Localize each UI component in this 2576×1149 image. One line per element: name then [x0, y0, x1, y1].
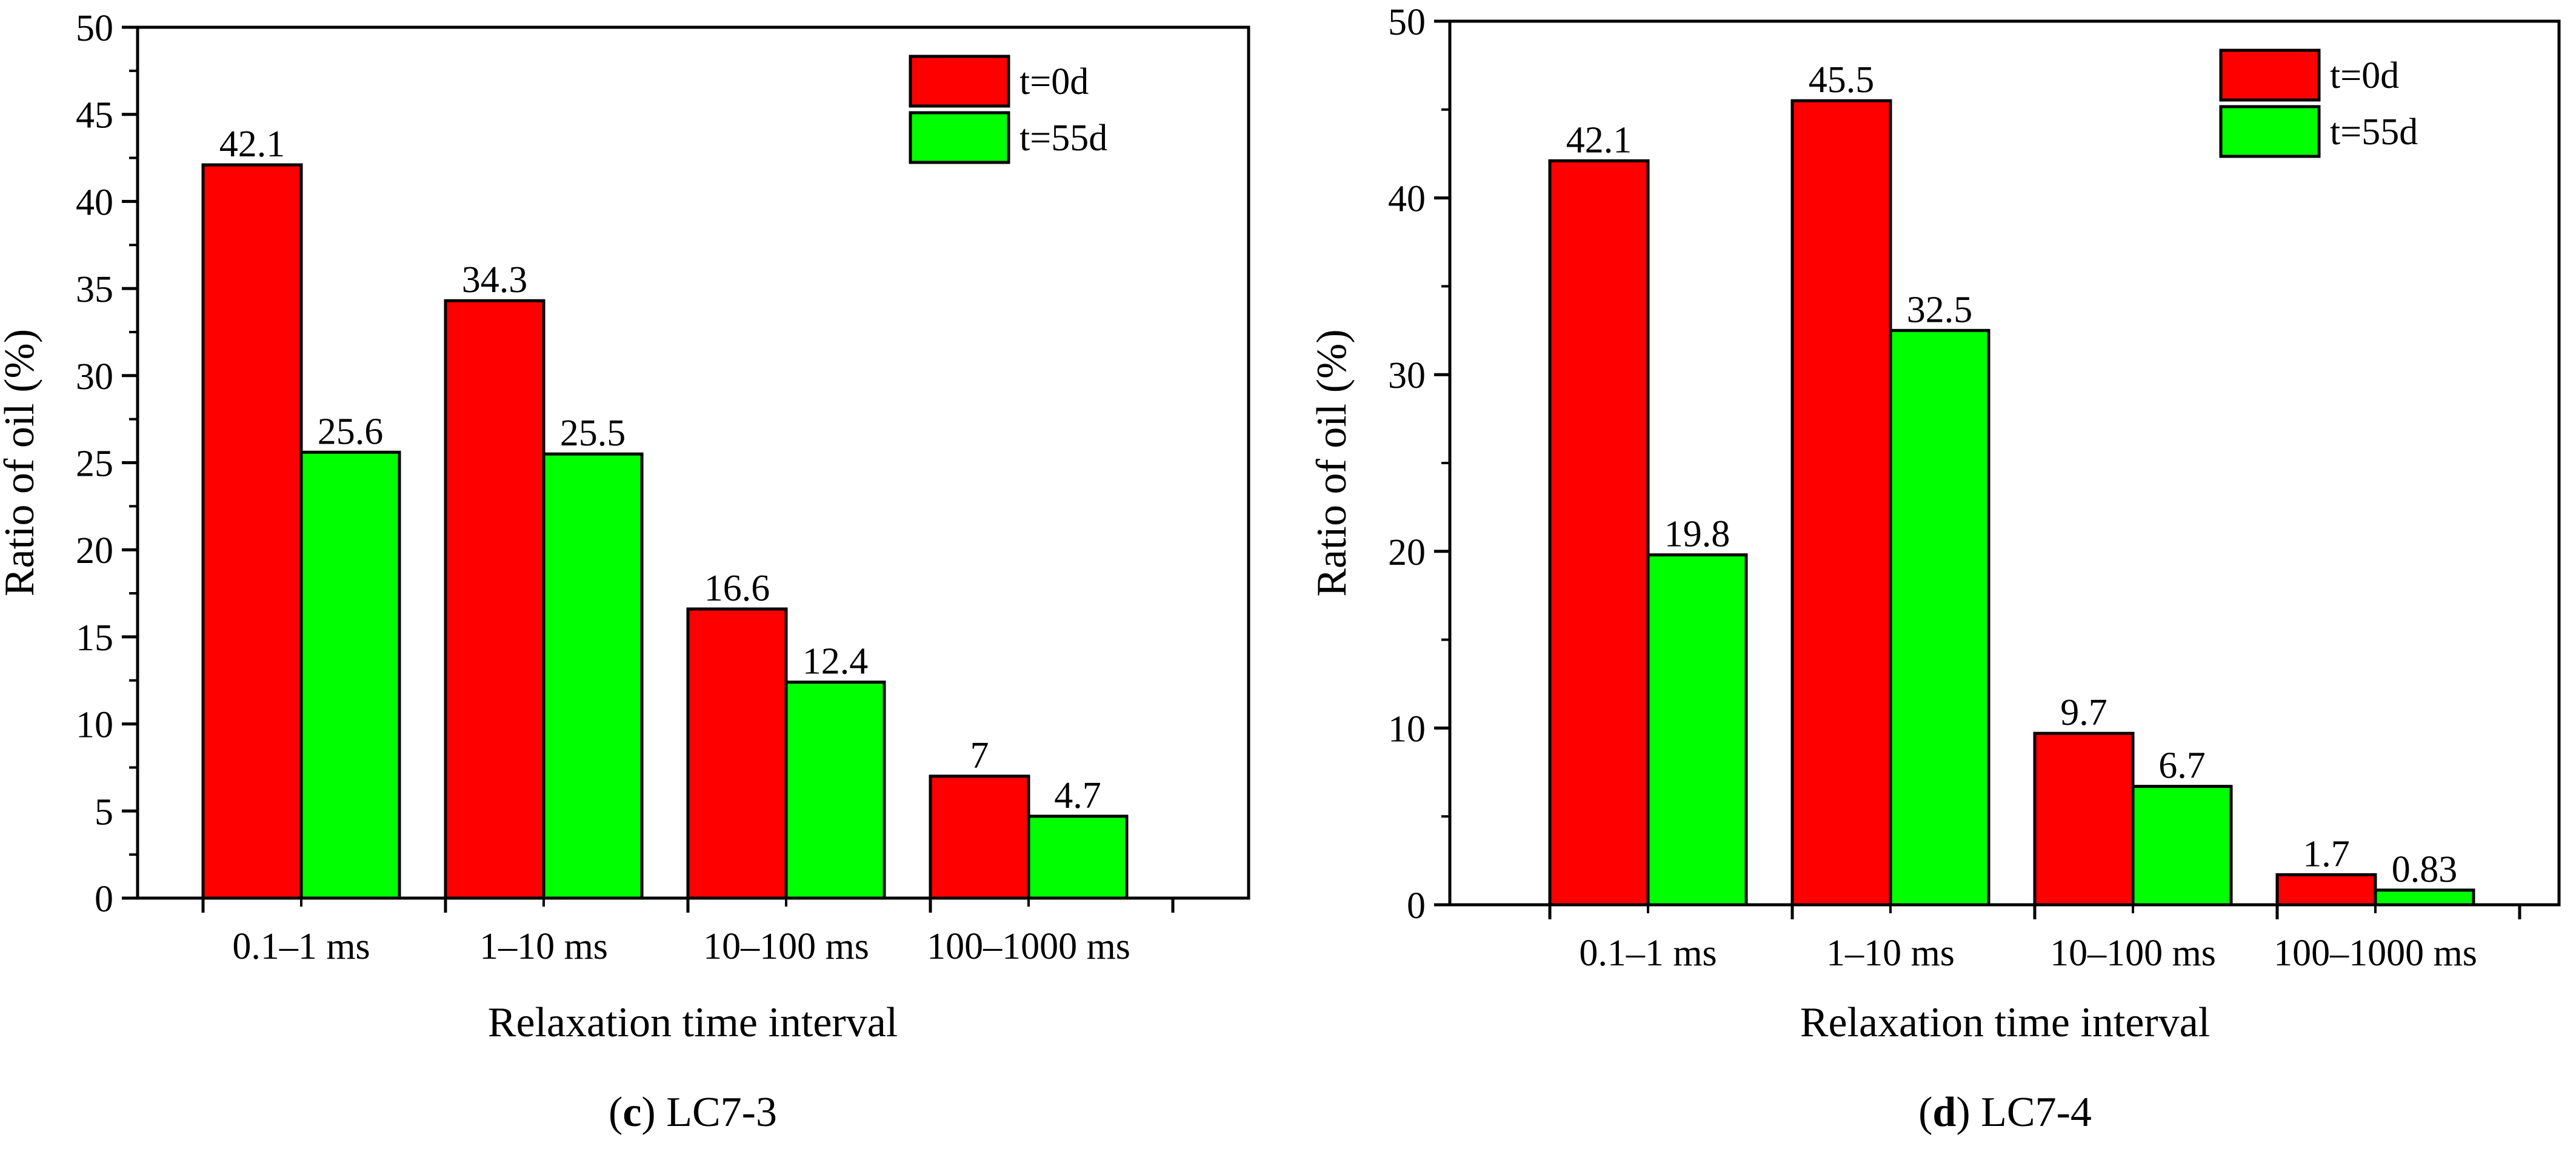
x-tick-label: 1–10 ms: [1826, 933, 1955, 974]
bar-value-label: 7: [970, 735, 989, 776]
caption-paren-close: ): [1956, 1089, 1981, 1136]
x-tick-label: 0.1–1 ms: [232, 926, 370, 967]
bar-t0d: [1548, 159, 1650, 907]
legend-swatch-t0d: [2219, 48, 2321, 102]
caption-sample-name: LC7-4: [1981, 1089, 2092, 1136]
x-tick-label: 100–1000 ms: [2274, 933, 2477, 974]
y-tick-label: 25: [76, 444, 113, 485]
caption-letter: d: [1932, 1089, 1956, 1136]
bar-value-label: 32.5: [1907, 289, 1973, 330]
legend-label: t=0d: [2330, 55, 2399, 96]
bar-value-label: 0.83: [2392, 849, 2458, 890]
caption-letter: c: [622, 1089, 641, 1136]
bar-value-label: 6.7: [2158, 745, 2206, 787]
x-tick-label: 100–1000 ms: [927, 926, 1130, 967]
bar-value-label: 1.7: [2303, 833, 2350, 874]
bar-value-label: 45.5: [1809, 59, 1875, 101]
bar-value-label: 42.1: [1566, 119, 1632, 161]
x-tick-label: 10–100 ms: [703, 926, 869, 967]
bar-value-label: 25.5: [560, 413, 626, 454]
y-tick-label: 10: [1388, 708, 1426, 750]
legend-label: t=0d: [1019, 61, 1089, 102]
caption-paren-close: ): [641, 1089, 666, 1136]
bar-t55d: [1027, 814, 1129, 900]
y-tick-label: 20: [76, 530, 113, 571]
caption-sample-name: LC7-3: [666, 1089, 777, 1136]
bar-value-label: 34.3: [462, 259, 528, 301]
panel-caption: (d) LC7-4: [1918, 1089, 2092, 1136]
y-tick-label: 0: [95, 879, 113, 920]
panel-caption: (c) LC7-3: [609, 1089, 777, 1136]
bar-value-label: 16.6: [704, 568, 770, 609]
bar-value-label: 4.7: [1054, 775, 1101, 816]
y-tick-label: 40: [1388, 179, 1426, 220]
bar-value-label: 42.1: [219, 124, 285, 165]
bar-t55d: [299, 450, 401, 900]
bar-t55d: [2131, 785, 2233, 907]
y-tick-label: 20: [1388, 532, 1426, 573]
bar-t55d: [784, 681, 886, 900]
bar-t0d: [686, 607, 788, 900]
y-tick-label: 5: [95, 791, 113, 833]
legend-swatch-t55d: [2219, 105, 2321, 158]
x-tick-label: 0.1–1 ms: [1579, 933, 1717, 974]
bar-t0d: [1790, 99, 1892, 907]
y-tick-label: 0: [1407, 885, 1426, 927]
bar-t0d: [444, 299, 546, 900]
y-tick-label: 30: [1388, 355, 1426, 396]
bar-t0d: [929, 774, 1030, 900]
x-tick-label: 1–10 ms: [479, 926, 608, 967]
caption-paren-open: (: [609, 1089, 622, 1136]
bar-t55d: [542, 452, 644, 900]
x-tick-label: 10–100 ms: [2050, 933, 2216, 974]
bar-t55d: [1889, 328, 1990, 907]
y-tick-label: 50: [76, 8, 113, 49]
chart-panel-d: 0 10 20 30 40 50 0.1–1 ms 1–10 ms 10–100 ms 100–1…: [1309, 2, 2561, 1136]
bar-t55d: [1646, 553, 1748, 907]
x-axis-title: Relaxation time interval: [488, 999, 898, 1046]
x-axis-title: Relaxation time interval: [1800, 999, 2210, 1046]
legend-label: t=55d: [2330, 112, 2418, 153]
bar-t55d: [2374, 888, 2475, 907]
bar-value-label: 12.4: [802, 641, 869, 682]
y-tick-label: 45: [76, 95, 113, 136]
bar-value-label: 9.7: [2060, 692, 2107, 733]
legend-label: t=55d: [1019, 118, 1107, 159]
bar-t0d: [2033, 731, 2135, 907]
bar-value-label: 19.8: [1664, 514, 1730, 555]
bar-value-label: 25.6: [318, 411, 384, 452]
bar-t0d: [201, 163, 303, 900]
y-axis-title: Ratio of oil (%): [1309, 329, 1355, 596]
y-tick-label: 15: [76, 618, 113, 659]
chart-panel-c: 0 5 10 15 20 25 30 35 40 45 50 0.1–1 ms 1–10 ms 10–10…: [0, 8, 1250, 1136]
y-axis-title: Ratio of oil (%): [0, 329, 43, 596]
legend-swatch-t0d: [909, 55, 1010, 108]
y-tick-label: 50: [1388, 2, 1426, 43]
y-tick-label: 40: [76, 182, 113, 223]
caption-paren-open: (: [1918, 1089, 1932, 1136]
y-tick-label: 35: [76, 269, 113, 310]
y-tick-label: 10: [76, 705, 113, 746]
legend-swatch-t55d: [909, 111, 1010, 164]
y-tick-label: 30: [76, 356, 113, 398]
bar-t0d: [2275, 873, 2377, 907]
